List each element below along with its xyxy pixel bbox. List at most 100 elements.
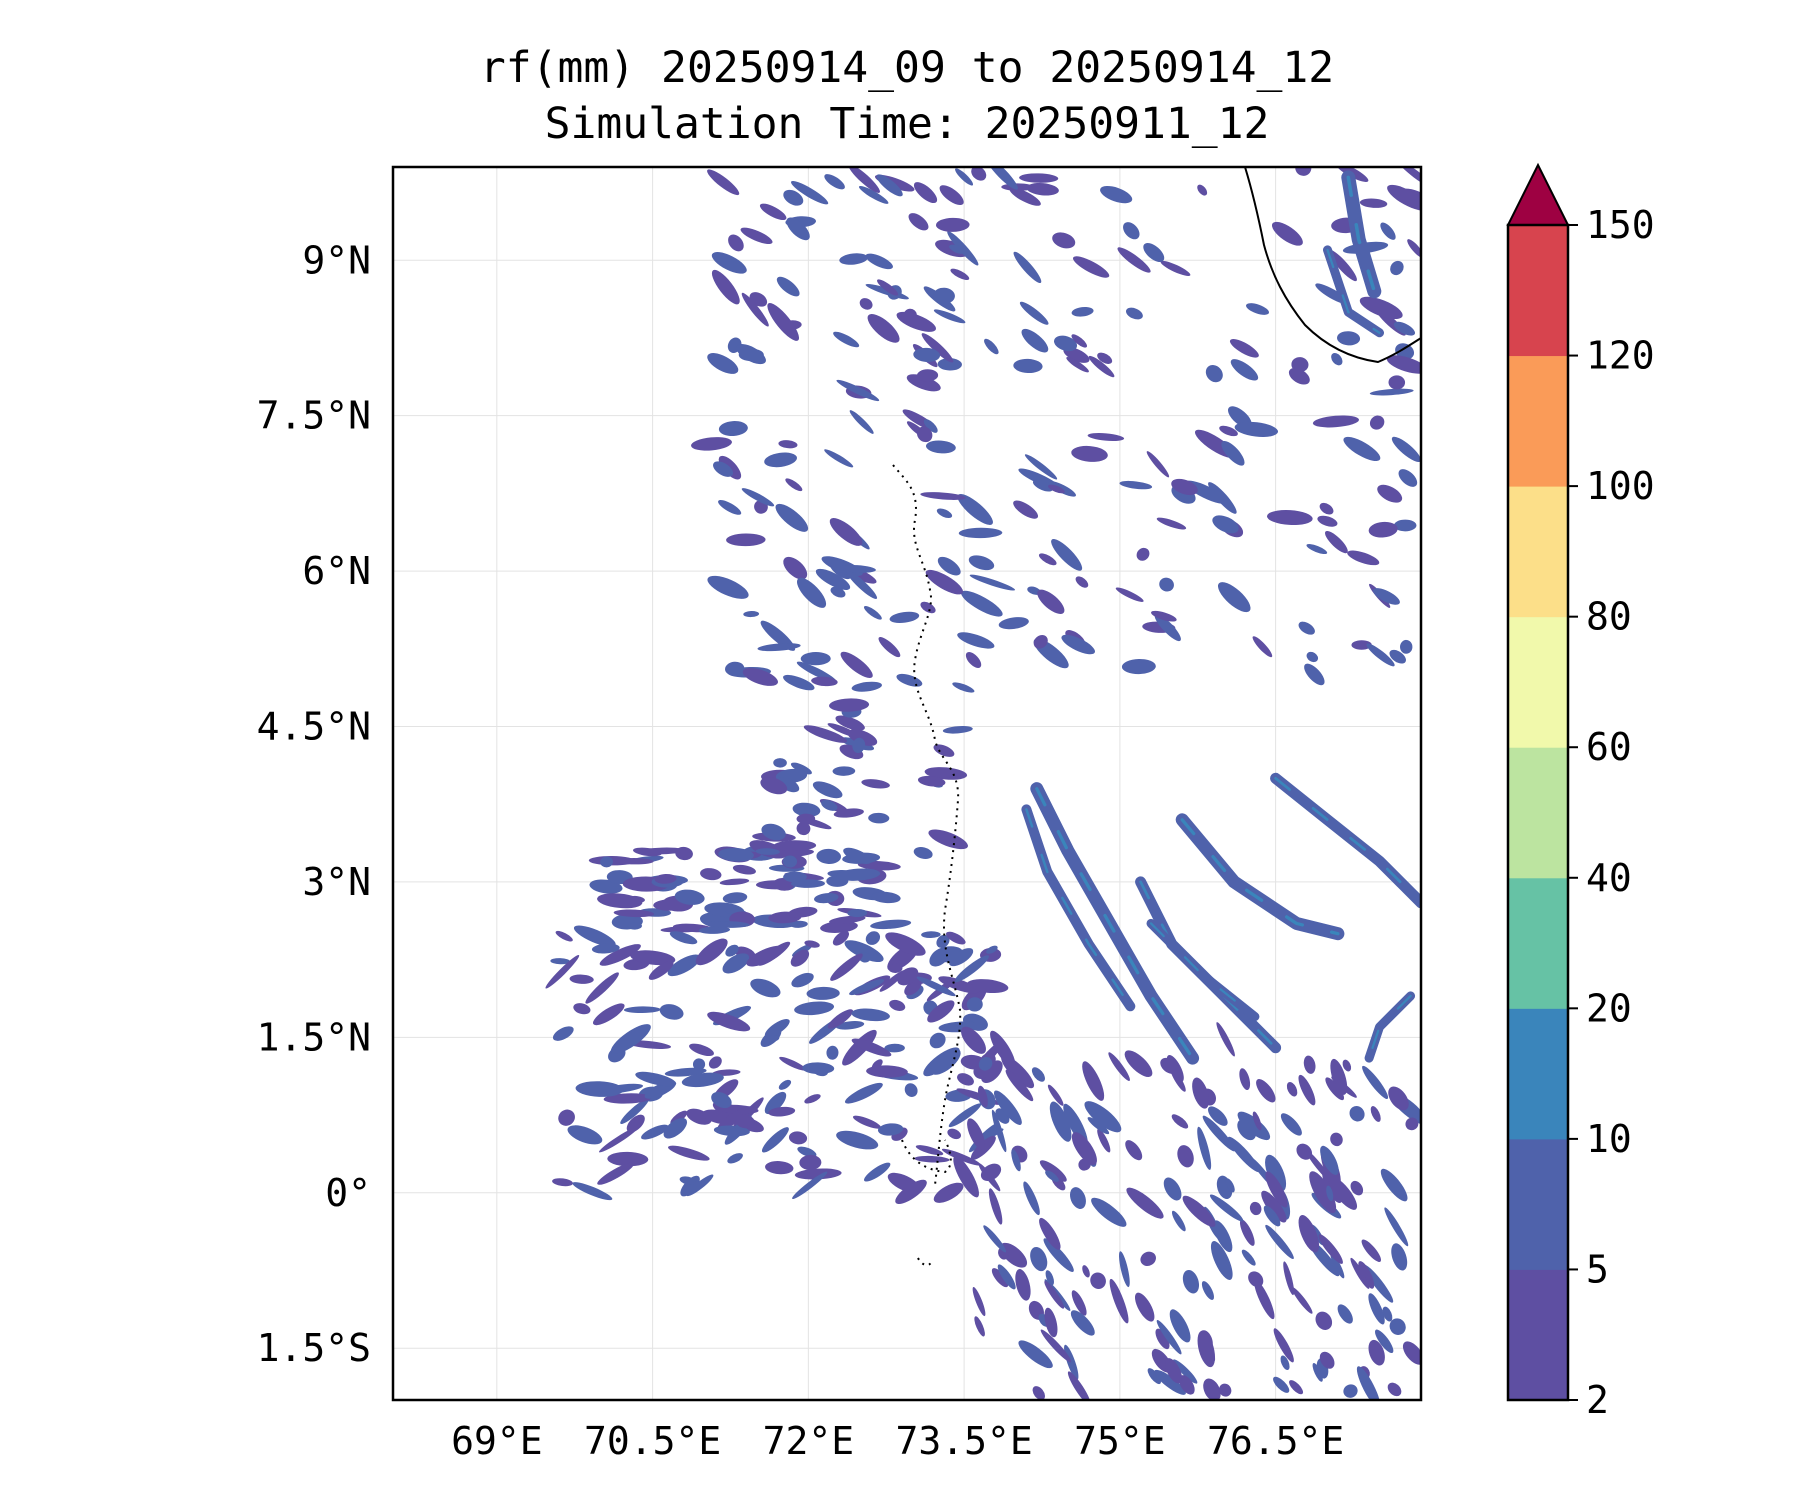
x-tick-label: 76.5°E	[1207, 1419, 1344, 1463]
rain-cell	[777, 776, 800, 793]
rain-cell	[827, 1009, 854, 1029]
rain-cell	[607, 1151, 649, 1167]
rain-cell	[863, 606, 882, 620]
rain-cell	[766, 1035, 780, 1042]
rain-cell	[961, 1026, 986, 1054]
rain-cell	[1039, 1160, 1067, 1182]
rain-cell	[1045, 1270, 1054, 1286]
rain-cell	[1091, 1197, 1127, 1227]
colorbar-segment	[1508, 747, 1568, 879]
rain-cell	[941, 1148, 981, 1166]
rain-cell	[1063, 347, 1090, 363]
rain-cell	[1400, 639, 1413, 654]
rain-cell	[847, 908, 868, 918]
colorbar-segment	[1508, 1008, 1568, 1140]
rain-cell	[1369, 415, 1385, 430]
rain-cell	[796, 577, 827, 608]
rain-cell	[836, 1130, 879, 1150]
rain-cell	[984, 338, 999, 355]
rain-cell	[913, 847, 933, 859]
rain-cell	[786, 217, 810, 241]
rain-cell	[840, 651, 873, 678]
rain-cell	[1037, 589, 1065, 614]
rain-cell	[711, 269, 740, 305]
rain-cell	[776, 276, 800, 297]
rain-cell	[1315, 1311, 1333, 1330]
rain-cell	[789, 920, 808, 928]
rain-cell	[1071, 306, 1094, 317]
rain-cell	[1146, 451, 1170, 478]
rain-cell	[937, 556, 961, 576]
rain-cell	[545, 955, 580, 989]
rain-cell	[1013, 358, 1043, 374]
rain-cell	[1328, 1176, 1358, 1210]
rain-cell	[1336, 331, 1361, 346]
rain-cell	[1071, 445, 1108, 462]
rain-cell	[674, 889, 705, 905]
rain-cell	[927, 1000, 955, 1023]
rain-cell	[713, 1125, 750, 1137]
rain-cell	[1212, 515, 1239, 534]
rain-cell	[1073, 256, 1110, 278]
x-tick-label: 70.5°E	[584, 1419, 721, 1463]
rain-cell	[778, 1079, 792, 1090]
rain-cell	[1288, 367, 1310, 385]
rain-cell	[1375, 1329, 1394, 1354]
rain-cell	[833, 808, 864, 818]
rain-cell	[829, 698, 870, 712]
rain-cell	[1143, 242, 1165, 263]
map-frame	[391, 165, 1423, 1402]
rain-cell	[1237, 1119, 1256, 1141]
rain-cell	[641, 1124, 669, 1140]
rain-cell	[906, 374, 941, 392]
rain-cell	[1044, 1280, 1065, 1309]
rain-cell	[1208, 482, 1237, 514]
rain-cell	[953, 1155, 979, 1198]
y-tick-label: 4.5°N	[257, 705, 371, 749]
rain-cell	[592, 1003, 625, 1026]
rain-cell	[648, 960, 674, 980]
rain-cell	[974, 1316, 985, 1337]
rain-cell	[575, 1081, 624, 1097]
rain-cell	[1044, 1307, 1058, 1338]
rain-cell	[1350, 1257, 1370, 1289]
rain-cell	[1087, 1117, 1110, 1135]
rain-cell	[933, 309, 966, 324]
rain-cell	[792, 1171, 828, 1200]
rain-cell	[917, 775, 946, 787]
rain-cell	[736, 344, 766, 365]
y-tick-label: 9°N	[302, 238, 371, 282]
rain-cell	[804, 1094, 821, 1104]
colorbar-tick-label: 100	[1586, 464, 1655, 508]
rain-cell	[921, 931, 941, 939]
rain-cell	[1043, 1238, 1074, 1272]
rain-cell	[585, 972, 619, 1004]
colorbar-tick-label: 120	[1586, 334, 1655, 378]
colorbar-segment	[1508, 1269, 1568, 1401]
rain-cell	[820, 920, 858, 933]
longitude-ticks: 69°E 70.5°E 72°E 73.5°E 75°E 76.5°E	[451, 1419, 1344, 1463]
colorbar-tick-label: 2	[1586, 1378, 1609, 1422]
rain-cell	[867, 314, 900, 343]
rain-cell	[718, 421, 748, 437]
rain-cell	[1325, 1077, 1345, 1101]
rain-cell	[1026, 182, 1059, 196]
rain-cell	[1064, 1344, 1079, 1380]
rain-cell	[1241, 1249, 1256, 1266]
rain-cell	[986, 945, 998, 954]
rain-band-core	[1025, 808, 1132, 1008]
rain-cell	[1082, 1265, 1090, 1278]
rain-cell	[667, 954, 701, 977]
rain-cell	[1217, 582, 1251, 613]
rain-cell	[686, 1174, 714, 1197]
rain-cell	[1151, 610, 1177, 622]
rain-cell	[698, 926, 731, 934]
rain-cell	[1254, 1279, 1275, 1320]
rain-cell	[844, 1082, 883, 1104]
rain-band-core	[1326, 248, 1381, 334]
rain-cell	[935, 217, 970, 232]
rain-cell	[1230, 359, 1259, 381]
rain-cell	[1088, 355, 1115, 378]
rain-cell	[1273, 1328, 1294, 1363]
rain-cell	[659, 1004, 684, 1020]
